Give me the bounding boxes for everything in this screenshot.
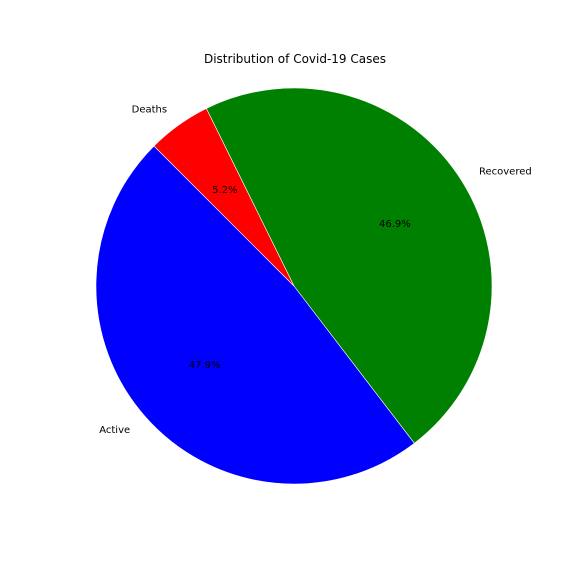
pie: Active 47.9% Recovered 46.9% Deaths 5.2% [95, 87, 532, 485]
pie-slice-recovered [205, 87, 493, 444]
pie-slice-active [95, 145, 415, 485]
slice-label-active: Active [99, 425, 130, 436]
slice-percent-recovered: 46.9% [379, 219, 411, 230]
slice-label-recovered: Recovered [479, 167, 532, 178]
chart-title: Distribution of Covid-19 Cases [204, 52, 386, 66]
slice-label-deaths: Deaths [132, 105, 167, 116]
slice-percent-deaths: 5.2% [212, 185, 237, 196]
pie-slice-deaths [153, 108, 295, 287]
slice-percent-active: 47.9% [189, 360, 221, 371]
